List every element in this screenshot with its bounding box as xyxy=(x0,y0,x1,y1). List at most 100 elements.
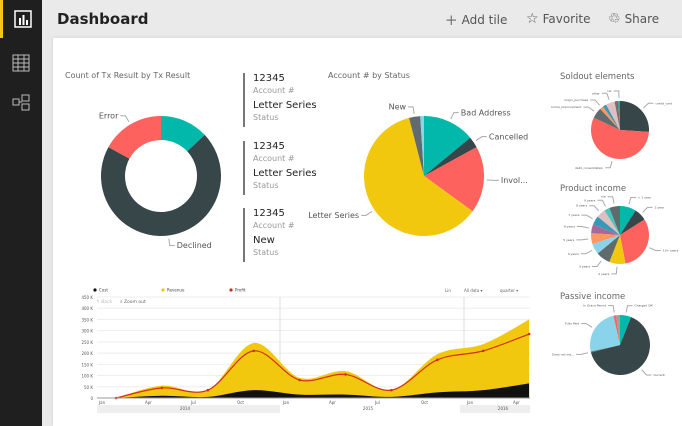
donut-slice-label: Declined xyxy=(177,241,212,250)
account_pie-slice[interactable] xyxy=(409,116,424,176)
soldout-slice[interactable] xyxy=(606,101,620,130)
soldout-slice-label: major_purchase xyxy=(564,98,588,102)
lin-toggle[interactable]: Lin xyxy=(445,288,451,293)
all-data-toggle[interactable]: All data ▾ xyxy=(464,288,483,293)
donut-slice[interactable] xyxy=(161,116,205,152)
zoom-out-button[interactable]: ⌕ Zoom out xyxy=(120,299,146,305)
product-leader-line xyxy=(607,196,615,204)
revenue-area xyxy=(116,319,530,398)
product-slice[interactable] xyxy=(604,208,620,235)
profit-point[interactable] xyxy=(206,388,210,392)
account_pie-slice[interactable] xyxy=(424,137,477,176)
soldout-slice[interactable] xyxy=(593,108,620,130)
product-slice[interactable] xyxy=(609,235,626,264)
product-slice-label: 10+ years xyxy=(663,248,679,252)
passive-slice[interactable] xyxy=(613,315,620,345)
soldout-title: Soldout elements xyxy=(560,72,635,82)
product-slice[interactable] xyxy=(591,224,620,235)
product-slice-label: 3 years xyxy=(579,265,591,269)
account_pie-slice[interactable] xyxy=(424,147,484,212)
product-slice[interactable] xyxy=(593,216,620,235)
product-slice-label: 9 years xyxy=(584,198,596,202)
profit-point[interactable] xyxy=(527,332,531,336)
account-pie-title: Account # by Status xyxy=(328,71,410,80)
soldout-slice[interactable] xyxy=(602,104,620,130)
y-tick-label: 0 xyxy=(90,396,93,401)
range-band xyxy=(460,405,530,413)
range-band xyxy=(97,405,280,413)
quarter-toggle[interactable]: quarter ▾ xyxy=(500,288,518,293)
account_pie-slice[interactable] xyxy=(420,116,424,176)
nav-workspaces[interactable] xyxy=(0,84,42,122)
kpi-card[interactable]: 12345 Account # Letter Series Status xyxy=(243,73,323,127)
product-slice[interactable] xyxy=(592,235,620,254)
card-value-label: Account # xyxy=(253,154,295,163)
x-tick-label: Jan xyxy=(98,400,106,405)
share-icon: ♲ xyxy=(608,11,621,27)
donut-title: Count of Tx Result by Tx Result xyxy=(65,71,191,80)
cost-area xyxy=(116,383,530,398)
product-slice[interactable] xyxy=(597,235,620,262)
account_pie-slice[interactable] xyxy=(424,116,471,176)
profit-point[interactable] xyxy=(252,349,255,353)
nav-reports[interactable] xyxy=(0,0,42,38)
account_pie-slice-label: Letter Series xyxy=(308,211,359,220)
soldout-slice[interactable] xyxy=(600,106,620,130)
passive-slice[interactable] xyxy=(590,317,650,376)
bar-chart-icon xyxy=(13,10,32,28)
passive-title: Passive income xyxy=(560,292,626,302)
soldout-slice[interactable] xyxy=(591,117,649,160)
account_pie-slice-label: Cancelled xyxy=(489,132,528,141)
passive-slice[interactable] xyxy=(620,315,632,345)
product-slice[interactable] xyxy=(620,206,636,235)
product-leader-line xyxy=(592,260,602,268)
soldout-slice[interactable] xyxy=(620,101,649,132)
product-title: Product income xyxy=(560,184,627,194)
account_pie-leader-line xyxy=(475,136,487,142)
account_pie-slice-label: Invol... xyxy=(501,176,528,185)
favorite-button[interactable]: ☆ Favorite xyxy=(526,11,591,27)
kpi-card[interactable]: 12345 Account # New Status xyxy=(243,208,323,262)
product-slice-label: n/a xyxy=(601,195,606,199)
passive-slice[interactable] xyxy=(590,345,620,353)
product-slice[interactable] xyxy=(609,206,620,235)
add-tile-button[interactable]: + Add tile xyxy=(445,11,507,29)
legend-marker xyxy=(93,288,97,292)
passive-leader-line xyxy=(581,323,593,328)
card-value: 12345 xyxy=(253,208,285,219)
donut-slice[interactable] xyxy=(108,116,161,159)
soldout-slice[interactable] xyxy=(614,101,620,130)
legend-label[interactable]: Profit xyxy=(235,288,246,293)
legend-label[interactable]: Revenue xyxy=(167,288,185,293)
soldout-slice-label: credit_card xyxy=(655,101,672,105)
profit-point[interactable] xyxy=(160,386,164,390)
profit-point[interactable] xyxy=(436,358,439,362)
profit-point[interactable] xyxy=(481,349,485,353)
soldout-slice-label: home_improvement xyxy=(551,105,582,109)
donut-slice[interactable] xyxy=(101,134,221,236)
product-slice[interactable] xyxy=(591,233,620,244)
passive-slice[interactable] xyxy=(590,315,620,352)
donut-leader-line xyxy=(120,115,130,123)
passive-slice[interactable] xyxy=(616,315,620,345)
star-icon: ☆ xyxy=(526,11,539,27)
share-button[interactable]: ♲ Share xyxy=(608,11,659,27)
account_pie-leader-line xyxy=(450,112,459,120)
product-slice[interactable] xyxy=(620,219,649,264)
profit-point[interactable] xyxy=(344,373,347,376)
profit-point[interactable] xyxy=(298,378,301,382)
passive-slice-label: Does not me... xyxy=(552,352,574,356)
back-button[interactable]: ↰ Back xyxy=(96,299,113,305)
account_pie-slice[interactable] xyxy=(363,117,473,237)
product-slice[interactable] xyxy=(597,210,620,235)
product-slice[interactable] xyxy=(620,210,645,235)
passive-slice-label: Charged Off xyxy=(634,304,653,308)
card-status: Letter Series xyxy=(253,100,317,111)
soldout-leader-line xyxy=(590,99,600,106)
nav-datasets[interactable] xyxy=(0,44,42,82)
product-leader-line xyxy=(576,238,589,241)
profit-point[interactable] xyxy=(390,388,393,392)
kpi-card[interactable]: 12345 Account # Letter Series Status xyxy=(243,141,323,195)
soldout-slice[interactable] xyxy=(618,101,620,130)
legend-label[interactable]: Cost xyxy=(99,288,108,293)
